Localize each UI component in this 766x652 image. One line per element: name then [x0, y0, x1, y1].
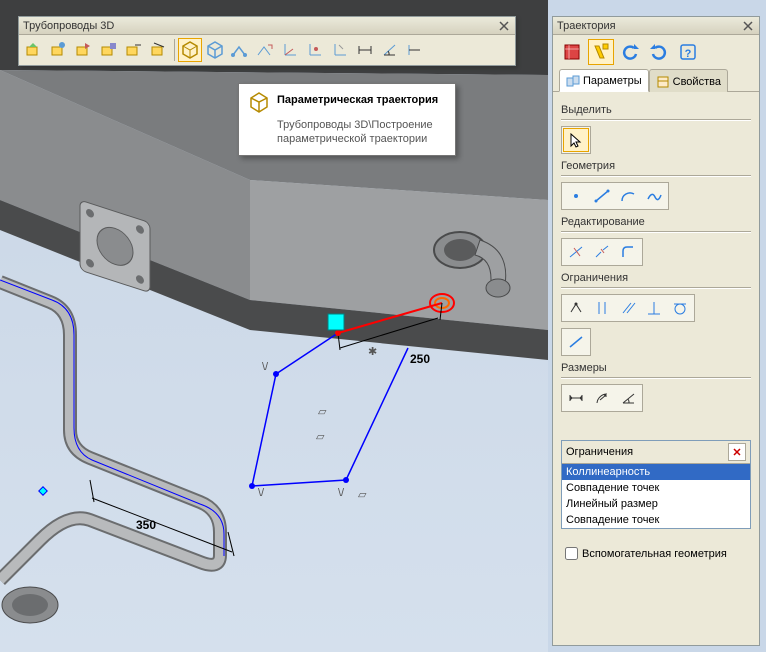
constr-parallel-button[interactable] — [615, 296, 641, 320]
trajectory-title: Траектория — [557, 20, 616, 32]
parametric-trajectory-button[interactable] — [178, 38, 202, 62]
constr-vertical-button[interactable] — [589, 296, 615, 320]
tool-1[interactable] — [22, 38, 46, 62]
props-icon — [656, 75, 670, 89]
svg-text:?: ? — [685, 48, 692, 60]
undo-button[interactable] — [617, 39, 643, 65]
delete-constraint-button[interactable]: ✕ — [728, 443, 746, 461]
edit-trim-button[interactable] — [563, 240, 589, 264]
constraint-list-item[interactable]: Совпадение точек — [562, 512, 750, 528]
listbox-title: Ограничения — [566, 446, 633, 458]
redo-button[interactable] — [646, 39, 672, 65]
tool-last[interactable] — [403, 38, 427, 62]
aux-geometry-checkbox[interactable]: Вспомогательная геометрия — [561, 543, 751, 564]
tab-parameters[interactable]: Параметры — [559, 69, 649, 92]
dim-radial-button[interactable] — [589, 386, 615, 410]
tool-4[interactable] — [97, 38, 121, 62]
tool-path-1[interactable] — [228, 38, 252, 62]
section-edit: Редактирование — [561, 216, 751, 228]
constr-perpendicular-button[interactable] — [641, 296, 667, 320]
params-icon — [566, 74, 580, 88]
tool-3[interactable] — [72, 38, 96, 62]
dim-angular-button[interactable] — [615, 386, 641, 410]
aux-geometry-input[interactable] — [565, 547, 578, 560]
close-icon[interactable] — [741, 19, 755, 33]
dim-linear-button[interactable] — [563, 386, 589, 410]
section-dims: Размеры — [561, 362, 751, 374]
section-geometry: Геометрия — [561, 160, 751, 172]
pipes-3d-toolbar — [19, 35, 515, 65]
trajectory-top-toolbar: ? — [553, 35, 759, 69]
tool-axis-2[interactable] — [303, 38, 327, 62]
pipes-3d-title-bar[interactable]: Трубопроводы 3D — [19, 17, 515, 35]
tooltip-title: Параметрическая траектория — [277, 94, 438, 106]
constr-coincident-button[interactable] — [563, 296, 589, 320]
tab-properties-label: Свойства — [673, 76, 721, 88]
tool-path-2[interactable] — [253, 38, 277, 62]
geom-arc-button[interactable] — [615, 184, 641, 208]
tool-axis-1[interactable] — [278, 38, 302, 62]
aux-geometry-label: Вспомогательная геометрия — [582, 548, 727, 560]
cube-icon — [247, 90, 271, 114]
tab-parameters-label: Параметры — [583, 75, 642, 87]
tool-2[interactable] — [47, 38, 71, 62]
select-arrow-button[interactable] — [563, 128, 589, 152]
tool-5[interactable] — [122, 38, 146, 62]
section-select: Выделить — [561, 104, 751, 116]
tool-angle[interactable] — [378, 38, 402, 62]
ok-button[interactable] — [588, 39, 614, 65]
tool-dim-h[interactable] — [353, 38, 377, 62]
dimension-2[interactable]: 350 — [136, 518, 156, 532]
section-constraints: Ограничения — [561, 272, 751, 284]
svg-text:\/: \/ — [338, 487, 345, 499]
constr-collinear-button[interactable] — [563, 330, 589, 354]
edit-split-button[interactable] — [589, 240, 615, 264]
svg-text:✱: ✱ — [368, 346, 377, 358]
geom-point-button[interactable] — [563, 184, 589, 208]
dimension-1[interactable]: 250 — [410, 352, 430, 366]
geom-spline-button[interactable] — [641, 184, 667, 208]
constraint-list-item[interactable]: Коллинеарность — [562, 464, 750, 480]
tabs: Параметры Свойства — [553, 69, 759, 92]
svg-text:\/: \/ — [262, 361, 269, 373]
geom-line-button[interactable] — [589, 184, 615, 208]
constraint-list-item[interactable]: Совпадение точек — [562, 480, 750, 496]
close-icon[interactable] — [497, 19, 511, 33]
svg-text:▱: ▱ — [318, 406, 327, 418]
tool-axis-3[interactable] — [328, 38, 352, 62]
tooltip-body: Трубопроводы 3D\Построение параметрическ… — [247, 118, 447, 147]
pipes-3d-title: Трубопроводы 3D — [23, 20, 114, 32]
pipes-3d-toolbar-panel[interactable]: Трубопроводы 3D — [18, 16, 516, 66]
trajectory-panel: Траектория ? Параметры Свойства Выделить… — [552, 16, 760, 646]
constraint-list-item[interactable]: Линейный размер — [562, 496, 750, 512]
tool-cube[interactable] — [203, 38, 227, 62]
svg-text:▱: ▱ — [316, 431, 325, 443]
tool-6[interactable] — [147, 38, 171, 62]
svg-text:▱: ▱ — [358, 489, 367, 501]
edit-fillet-button[interactable] — [615, 240, 641, 264]
constraints-listbox: Ограничения ✕ КоллинеарностьСовпадение т… — [561, 440, 751, 529]
parameters-body: Выделить Геометрия Редактирование Ограни… — [553, 92, 759, 645]
constr-tangent-button[interactable] — [667, 296, 693, 320]
svg-text:\/: \/ — [258, 487, 265, 499]
tab-properties[interactable]: Свойства — [649, 69, 728, 92]
apply-button[interactable] — [559, 39, 585, 65]
tooltip: Параметрическая траектория Трубопроводы … — [238, 83, 456, 156]
help-button[interactable]: ? — [675, 39, 701, 65]
trajectory-title-bar[interactable]: Траектория — [553, 17, 759, 35]
